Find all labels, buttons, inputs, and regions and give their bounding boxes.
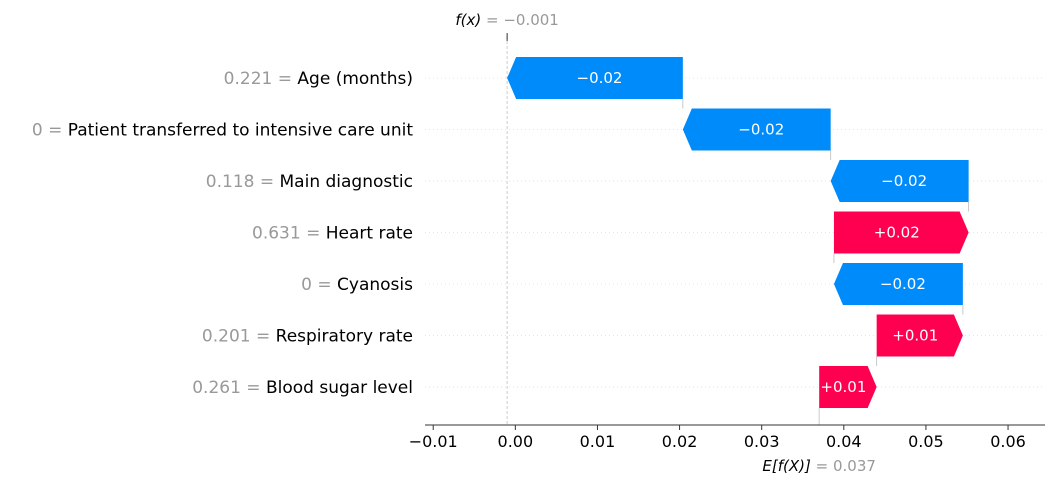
waterfall-bar <box>830 160 969 202</box>
feature-label: 0.631 = Heart rate <box>252 224 413 244</box>
bar-value-label: −0.02 <box>738 121 784 139</box>
feature-name: Patient transferred to intensive care un… <box>68 121 414 141</box>
bar-value-label: −0.02 <box>880 275 926 293</box>
feature-value: 0.221 = <box>224 69 298 89</box>
feature-name: Heart rate <box>326 224 413 244</box>
x-tick-label: 0.03 <box>744 432 780 451</box>
x-tick-label: 0.04 <box>826 432 862 451</box>
feature-label: 0.118 = Main diagnostic <box>206 172 413 192</box>
bar-value-label: −0.02 <box>881 172 927 190</box>
base-value-label: E[f(X)] = 0.037 <box>762 457 876 475</box>
bar-value-label: +0.01 <box>820 378 866 396</box>
feature-name: Respiratory rate <box>276 327 413 347</box>
feature-value: 0.631 = <box>252 224 326 244</box>
feature-value: 0.261 = <box>192 378 266 398</box>
x-tick-label: 0.06 <box>990 432 1026 451</box>
x-tick-label: 0.00 <box>498 432 534 451</box>
feature-name: Age (months) <box>297 69 413 89</box>
x-tick-label: 0.05 <box>908 432 944 451</box>
feature-name: Main diagnostic <box>280 172 413 192</box>
feature-label: 0.261 = Blood sugar level <box>192 378 413 398</box>
x-axis: −0.01 0.00 0.01 0.02 0.03 0.04 0.05 0.06 <box>409 424 1045 451</box>
feature-name: Blood sugar level <box>266 378 413 398</box>
feature-label: 0 = Cyanosis <box>301 275 413 295</box>
feature-label: 0.221 = Age (months) <box>224 69 413 89</box>
waterfall-bar <box>682 108 831 151</box>
feature-value: 0.201 = <box>202 327 276 347</box>
output-value-label: f(x) = −0.001 <box>455 11 559 29</box>
waterfall-bar <box>833 263 963 305</box>
waterfall-bar <box>833 211 969 254</box>
output-value-prefix: f(x) <box>455 11 486 29</box>
x-tick-label: 0.01 <box>580 432 616 451</box>
base-value-prefix: E[f(X)] <box>762 457 815 475</box>
feature-value: 0 = <box>301 275 337 295</box>
base-value-number: = 0.037 <box>816 457 876 475</box>
feature-label: 0.201 = Respiratory rate <box>202 327 413 347</box>
waterfall-bar <box>507 57 683 99</box>
bar-value-label: −0.02 <box>577 69 623 87</box>
waterfall-bar <box>876 314 963 357</box>
bar-value-label: +0.02 <box>874 224 920 242</box>
bars-layer: −0.02 −0.02 −0.02 +0.02 −0.02 +0.01 +0.01 <box>507 57 969 408</box>
feature-name: Cyanosis <box>337 275 413 295</box>
waterfall-bar <box>819 366 877 408</box>
output-value-number: = −0.001 <box>486 11 559 29</box>
bar-value-label: +0.01 <box>892 327 938 345</box>
feature-label: 0 = Patient transferred to intensive car… <box>32 121 413 141</box>
x-tick-label: 0.02 <box>662 432 698 451</box>
feature-labels-layer: 0.221 = Age (months) 0 = Patient transfer… <box>32 69 413 398</box>
feature-value: 0 = <box>32 121 68 141</box>
feature-value: 0.118 = <box>206 172 280 192</box>
annotations-layer: f(x) = −0.001 E[f(X)] = 0.037 <box>455 11 876 475</box>
x-tick-label: −0.01 <box>409 432 458 451</box>
